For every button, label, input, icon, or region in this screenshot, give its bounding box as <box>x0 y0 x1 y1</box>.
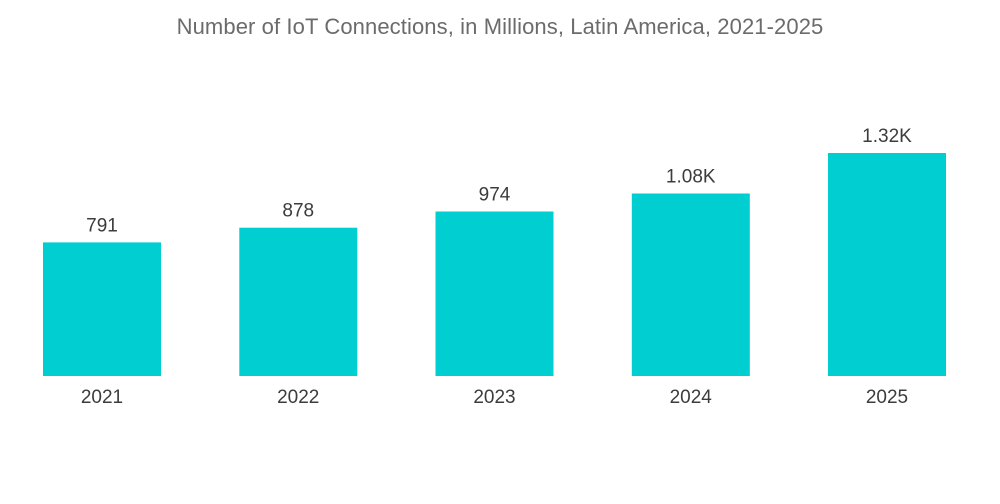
value-label-2021: 791 <box>86 215 118 236</box>
x-axis-tick-labels: 2021 2022 2023 2024 2025 <box>81 387 908 408</box>
x-tick-label-2021: 2021 <box>81 387 123 408</box>
value-label-2023: 974 <box>479 185 511 206</box>
bar-2023 <box>435 211 554 376</box>
x-tick-label-2023: 2023 <box>473 387 515 408</box>
bar-2021 <box>43 242 161 376</box>
value-label-2024: 1.08K <box>666 167 716 188</box>
bar-2025 <box>828 153 946 376</box>
x-tick-label-2025: 2025 <box>866 387 908 408</box>
x-tick-label-2024: 2024 <box>670 387 713 408</box>
x-tick-label-2022: 2022 <box>277 387 319 408</box>
bars-group <box>43 153 946 376</box>
value-label-2022: 878 <box>282 201 314 222</box>
chart-title: Number of IoT Connections, in Millions, … <box>176 14 824 39</box>
value-labels-group: 791 878 974 1.08K 1.32K <box>86 126 912 236</box>
bar-2024 <box>631 193 750 376</box>
value-label-2025: 1.32K <box>862 126 912 147</box>
bar-2022 <box>239 227 358 376</box>
